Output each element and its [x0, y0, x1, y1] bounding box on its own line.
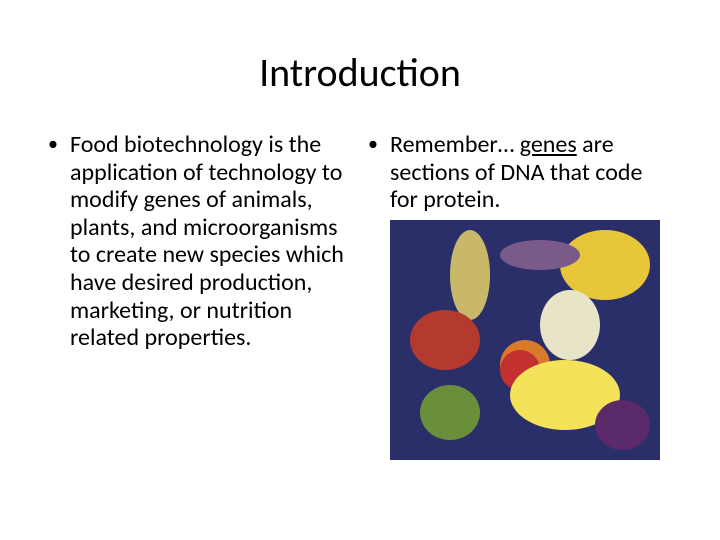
bullet-marker: •	[368, 131, 390, 157]
bullet-text: Food biotechnology is the application of…	[70, 131, 352, 352]
bullet-text: Remember… genes are sections of DNA that…	[390, 131, 672, 214]
content-columns: • Food biotechnology is the application …	[48, 131, 672, 460]
bullet-prefix: Remember…	[390, 130, 520, 159]
image-shape-greens	[420, 385, 480, 440]
bullet-item: • Remember… genes are sections of DNA th…	[368, 131, 672, 214]
bullet-marker: •	[48, 131, 70, 157]
slide: Introduction • Food biotechnology is the…	[0, 0, 720, 540]
bullet-underlined-word: genes	[520, 130, 577, 159]
image-shape-grapes	[595, 400, 650, 450]
slide-title: Introduction	[48, 48, 672, 97]
right-column: • Remember… genes are sections of DNA th…	[368, 131, 672, 460]
bullet-item: • Food biotechnology is the application …	[48, 131, 352, 352]
image-shape-garlic	[540, 290, 600, 360]
left-column: • Food biotechnology is the application …	[48, 131, 352, 460]
image-shape-bottle	[450, 230, 490, 320]
image-shape-peppers	[410, 310, 480, 370]
image-shape-eggplant	[500, 240, 580, 270]
produce-image	[390, 220, 660, 460]
